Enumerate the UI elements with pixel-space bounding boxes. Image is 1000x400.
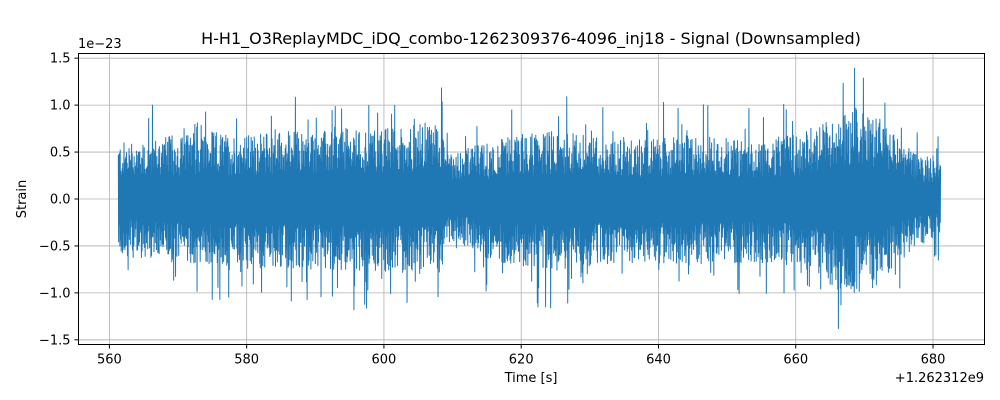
y-tick-label: −1.0 — [39, 286, 71, 301]
x-offset-label: +1.262312e9 — [895, 371, 984, 386]
signal-trace — [117, 67, 942, 330]
y-axis-label: Strain — [15, 180, 30, 219]
chart-title: H-H1_O3ReplayMDC_iDQ_combo-1262309376-40… — [201, 29, 861, 49]
x-tick-label: 640 — [646, 353, 671, 368]
x-axis-label: Time [s] — [504, 371, 558, 386]
x-tick-label: 600 — [372, 353, 397, 368]
x-tick-label: 680 — [921, 353, 946, 368]
y-scale-label: 1e−23 — [78, 37, 122, 52]
x-tick-label: 580 — [234, 353, 259, 368]
y-tick-label: 0.0 — [50, 193, 71, 208]
y-tick-label: 0.5 — [50, 146, 71, 161]
y-axis: −1.5 −1.0 −0.5 0.0 0.5 1.0 1.5 — [39, 52, 79, 348]
x-tick-label: 560 — [97, 353, 122, 368]
x-axis: 560 580 600 620 640 660 680 — [97, 344, 946, 368]
y-tick-label: 1.5 — [50, 52, 71, 67]
x-tick-label: 660 — [783, 353, 808, 368]
y-tick-label: −0.5 — [39, 239, 71, 254]
y-tick-label: −1.5 — [39, 333, 71, 348]
signal-line — [117, 67, 942, 330]
y-tick-label: 1.0 — [50, 99, 71, 114]
x-tick-label: 620 — [509, 353, 534, 368]
